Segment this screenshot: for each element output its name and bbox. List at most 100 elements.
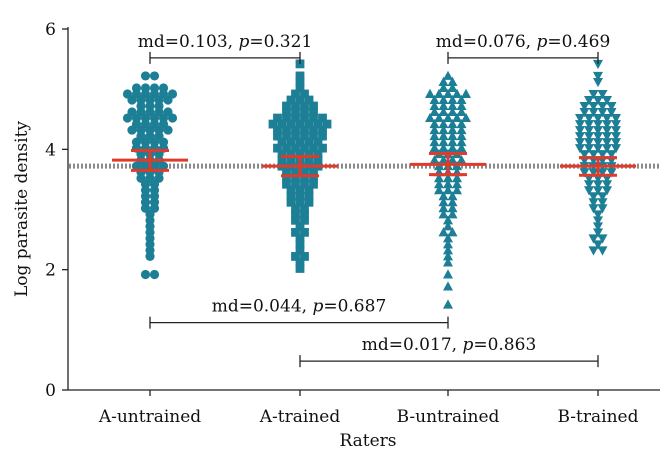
data-point xyxy=(588,102,599,112)
y-tick-label: 4 xyxy=(45,140,56,160)
data-point xyxy=(447,209,458,219)
data-point xyxy=(456,130,467,141)
data-point xyxy=(295,239,305,249)
data-point xyxy=(447,76,458,86)
data-point xyxy=(438,197,449,207)
data-point xyxy=(443,251,453,261)
data-point xyxy=(588,168,599,178)
data-point xyxy=(588,204,599,214)
data-point xyxy=(602,120,612,130)
data-point xyxy=(452,88,462,98)
data-point xyxy=(602,186,612,196)
data-point xyxy=(429,142,440,153)
data-point xyxy=(443,112,453,123)
data-point xyxy=(443,88,453,98)
data-point xyxy=(447,203,458,213)
data-point xyxy=(575,114,585,124)
data-point xyxy=(575,138,585,148)
axes-layer: 0 2 4 6 A-untrained A-trained B-untrained B-tra… xyxy=(45,20,660,427)
data-point xyxy=(277,149,287,159)
data-point xyxy=(273,131,282,141)
data-point xyxy=(429,130,440,141)
data-point xyxy=(447,142,458,153)
data-point xyxy=(456,124,467,135)
data-point xyxy=(597,234,608,244)
data-point xyxy=(277,155,287,165)
data-point xyxy=(452,173,462,183)
data-point xyxy=(597,89,608,100)
data-point xyxy=(588,192,599,202)
data-point xyxy=(286,95,296,105)
data-point xyxy=(282,125,291,135)
data-point xyxy=(273,113,282,123)
x-tick-label: B-untrained xyxy=(397,407,500,427)
x-tick-label: B-trained xyxy=(558,407,639,427)
data-point xyxy=(588,198,599,208)
data-point xyxy=(313,137,323,147)
data-point xyxy=(438,118,449,129)
data-point xyxy=(309,101,318,111)
data-point xyxy=(438,154,449,165)
data-point xyxy=(304,197,314,207)
data-point xyxy=(443,245,453,255)
data-point xyxy=(318,113,327,123)
data-point xyxy=(438,76,449,86)
data-point xyxy=(291,252,300,261)
data-point xyxy=(434,179,444,189)
data-point xyxy=(268,119,278,129)
data-point xyxy=(602,132,612,142)
data-point xyxy=(286,137,296,147)
data-point xyxy=(447,124,458,135)
data-point xyxy=(438,100,449,111)
data-point xyxy=(429,136,440,147)
data-point xyxy=(575,120,585,130)
data-point xyxy=(309,143,318,153)
data-point xyxy=(122,113,133,123)
data-point xyxy=(597,150,608,160)
data-point xyxy=(443,221,453,231)
data-point xyxy=(584,126,594,136)
data-point xyxy=(167,113,178,123)
data-point xyxy=(456,94,467,104)
data-point xyxy=(295,149,305,159)
data-point xyxy=(282,143,291,153)
summary-layer xyxy=(112,149,636,178)
data-point xyxy=(447,106,458,117)
data-point xyxy=(579,108,590,118)
data-point xyxy=(286,155,296,165)
data-point xyxy=(127,125,137,135)
data-point xyxy=(443,233,453,243)
data-point xyxy=(584,180,594,190)
data-point xyxy=(611,114,621,124)
data-point xyxy=(575,132,585,142)
data-point xyxy=(447,197,458,207)
data-point xyxy=(291,131,300,141)
data-point xyxy=(593,240,603,250)
data-point xyxy=(295,185,305,195)
data-point xyxy=(597,198,608,208)
data-point xyxy=(295,77,305,87)
data-point xyxy=(588,234,599,244)
data-point xyxy=(597,246,608,256)
data-point xyxy=(593,222,603,232)
data-point xyxy=(304,95,314,105)
data-point xyxy=(443,179,453,189)
data-point xyxy=(291,173,300,183)
data-point xyxy=(286,119,296,129)
data-point xyxy=(286,191,296,201)
data-point xyxy=(593,95,603,106)
data-point xyxy=(593,138,603,148)
data-point xyxy=(606,150,617,160)
data-point xyxy=(300,113,309,123)
data-point xyxy=(584,114,594,124)
data-point xyxy=(588,108,599,118)
data-point xyxy=(300,143,309,153)
data-point xyxy=(443,70,453,80)
data-point xyxy=(611,144,621,154)
data-point xyxy=(443,257,453,267)
data-point xyxy=(286,197,296,207)
data-point xyxy=(447,100,458,111)
data-point xyxy=(295,95,305,105)
data-point xyxy=(295,83,305,93)
